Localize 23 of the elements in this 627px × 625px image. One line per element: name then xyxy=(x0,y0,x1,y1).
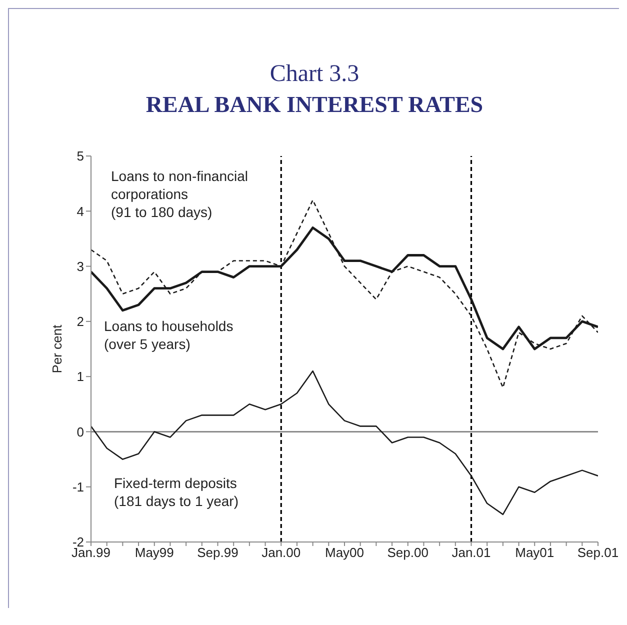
y-tick-label: 1 xyxy=(76,369,84,384)
annotation: Loans to non-financial corporations (91 to 180 days) xyxy=(111,167,249,221)
x-tick-label: Jan.00 xyxy=(262,545,301,560)
y-tick-label: 3 xyxy=(76,258,84,274)
x-tick-label: Sep.99 xyxy=(197,545,238,560)
x-tick-label: Sep.01 xyxy=(577,545,619,560)
y-tick-label: 2 xyxy=(76,314,84,330)
x-tick-label: Jan.01 xyxy=(452,545,491,560)
y-tick-label: 5 xyxy=(76,148,84,164)
x-tick-label: May99 xyxy=(134,545,174,560)
annotation: Loans to households (over 5 years) xyxy=(104,317,234,353)
chart-title: Chart 3.3 xyxy=(268,61,360,88)
x-tick-label: Sep.00 xyxy=(387,545,428,560)
y-tick-label: -1 xyxy=(72,479,84,494)
annotation: Fixed-term deposits (181 days to 1 year) xyxy=(114,474,240,510)
x-tick-label: May00 xyxy=(324,545,364,560)
y-tick-label: 0 xyxy=(76,424,84,440)
y-axis-title: Per cent xyxy=(50,324,65,374)
x-tick-label: May01 xyxy=(515,545,554,560)
x-tick-label: Jan.99 xyxy=(71,545,111,560)
chart-subtitle: REAL BANK INTEREST RATES xyxy=(144,92,484,118)
y-tick-label: 4 xyxy=(76,204,84,219)
line-series xyxy=(91,370,598,516)
